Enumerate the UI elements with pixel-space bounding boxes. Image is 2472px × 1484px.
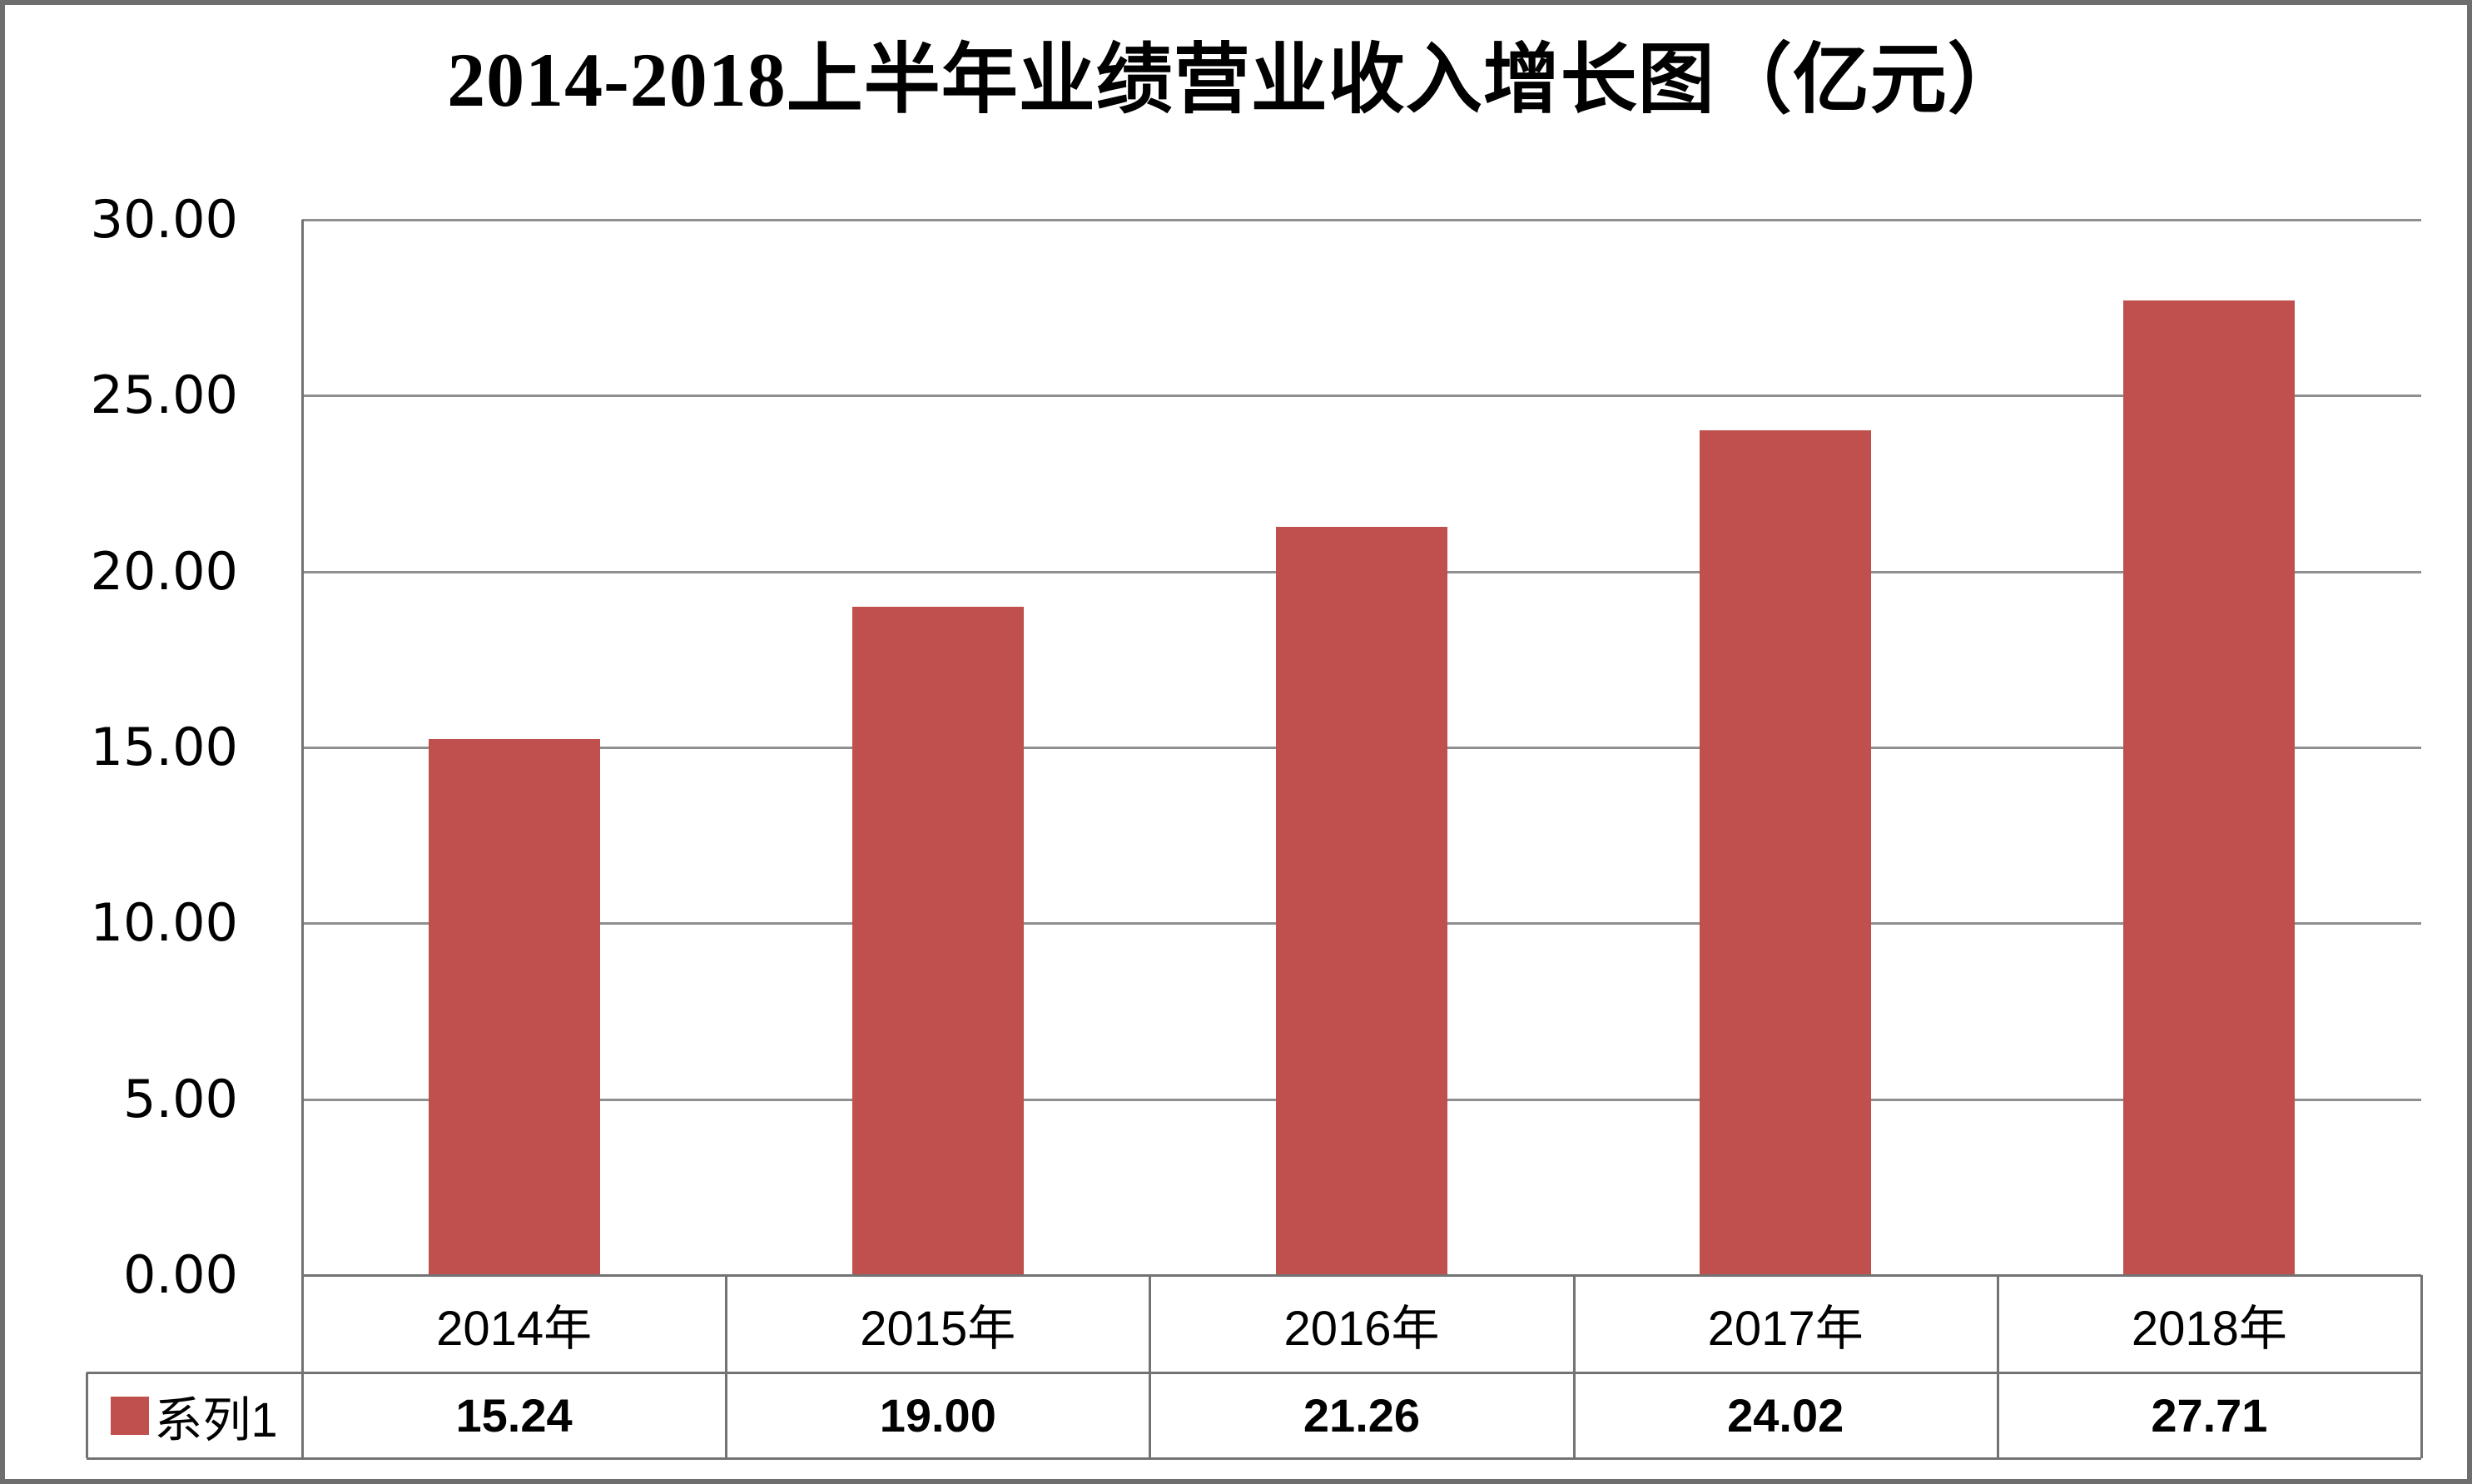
y-axis-tick-label: 5.00 <box>122 1068 238 1129</box>
table-column-divider <box>1996 1275 1999 1458</box>
x-category-cell: 2017年 <box>1707 1301 1864 1356</box>
x-category-cell: 2018年 <box>2131 1301 2287 1356</box>
y-axis-tick-label: 0.00 <box>122 1244 238 1305</box>
gridline <box>302 395 2421 398</box>
bar-2017年 <box>1700 429 1872 1275</box>
bar-2014年 <box>428 738 600 1275</box>
table-bottom-border <box>87 1457 2421 1460</box>
table-value-cell: 27.71 <box>2151 1389 2268 1442</box>
y-axis-tick-label: 10.00 <box>90 892 239 954</box>
table-column-divider <box>2420 1275 2423 1458</box>
chart-title: 2014-2018上半年业绩营业收入增长图（亿元） <box>447 37 2025 122</box>
x-axis-line <box>302 1274 2421 1277</box>
table-column-divider <box>1149 1275 1152 1458</box>
table-value-cell: 24.02 <box>1727 1389 1844 1442</box>
x-category-cell: 2016年 <box>1283 1301 1440 1356</box>
table-value-cell: 15.24 <box>455 1389 573 1442</box>
bar-2016年 <box>1276 527 1447 1275</box>
bar-2018年 <box>2123 300 2296 1275</box>
legend-key-swatch-icon <box>111 1396 150 1435</box>
legend-series-name: 系列1 <box>154 1392 278 1447</box>
y-axis-tick-label: 15.00 <box>90 717 239 777</box>
table-value-cell: 21.26 <box>1303 1389 1421 1442</box>
legend-cell-border <box>86 1372 88 1458</box>
y-axis-tick-label: 30.00 <box>90 189 239 250</box>
y-axis-tick-label: 25.00 <box>90 365 239 426</box>
y-axis-line <box>301 220 304 1458</box>
gridline <box>302 219 2421 221</box>
y-axis-tick-label: 20.00 <box>90 540 239 602</box>
table-row-divider <box>87 1372 2421 1374</box>
table-column-divider <box>725 1275 728 1458</box>
table-value-cell: 19.00 <box>879 1389 996 1442</box>
bar-2015年 <box>851 606 1024 1275</box>
x-category-cell: 2015年 <box>860 1301 1016 1356</box>
legend-cell: 系列1 <box>87 1372 302 1458</box>
table-column-divider <box>1572 1275 1576 1458</box>
x-category-cell: 2014年 <box>436 1301 593 1356</box>
